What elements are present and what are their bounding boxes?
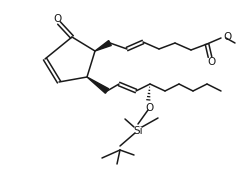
Polygon shape: [95, 41, 111, 51]
Polygon shape: [87, 77, 108, 93]
Text: O: O: [145, 103, 153, 113]
Text: Si: Si: [133, 126, 143, 136]
Text: O: O: [207, 57, 215, 67]
Text: O: O: [53, 14, 61, 24]
Text: O: O: [223, 32, 231, 42]
